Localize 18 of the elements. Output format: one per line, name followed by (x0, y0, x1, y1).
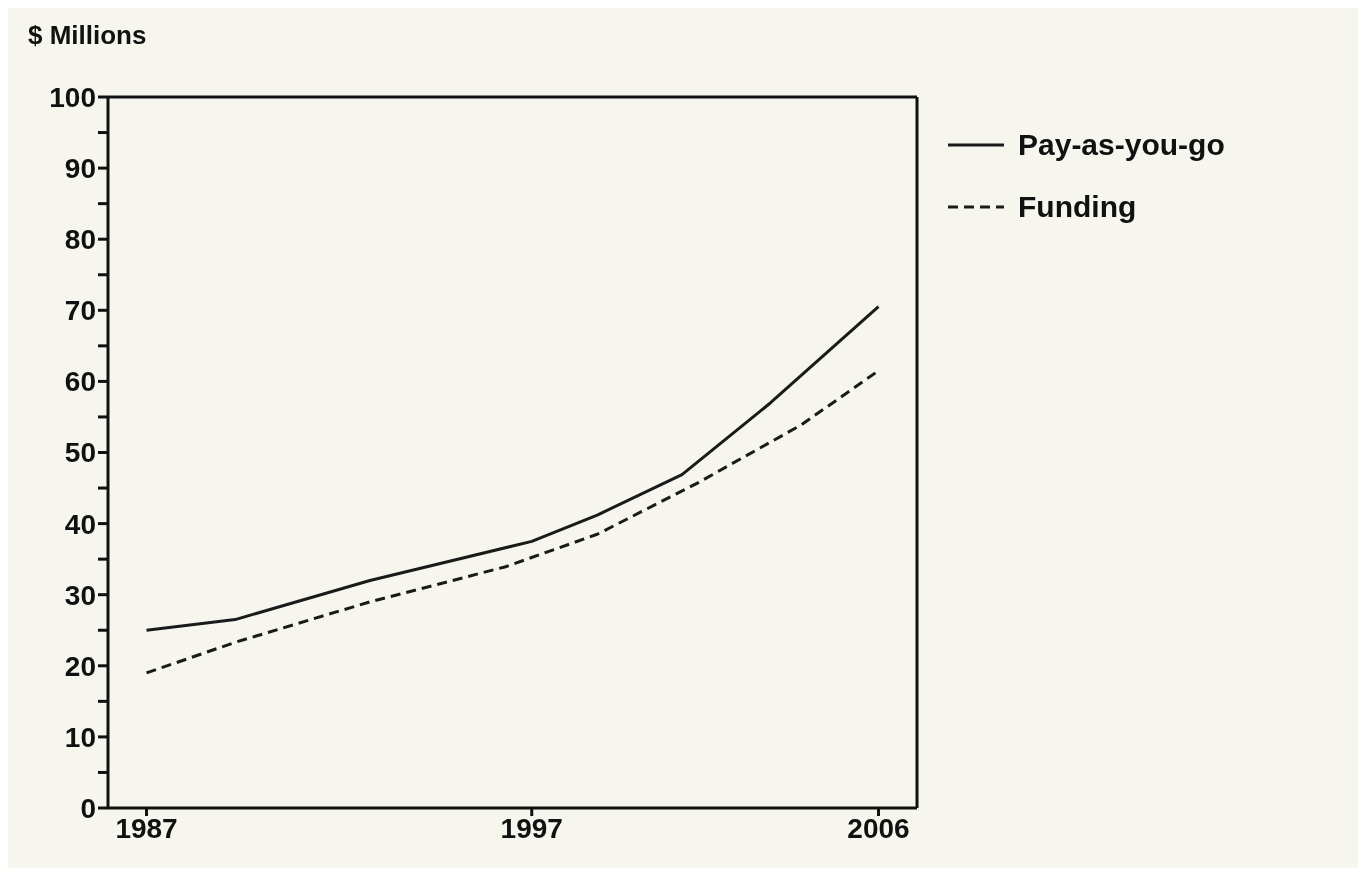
y-tick-label: 100 (49, 81, 96, 113)
y-tick-label: 10 (64, 721, 96, 753)
y-tick-label: 60 (64, 366, 96, 398)
legend-label: Funding (1018, 190, 1137, 224)
y-tick-label: 70 (64, 295, 96, 327)
line-series (145, 305, 880, 632)
y-tick-label: 0 (80, 792, 96, 824)
x-tick-label: 1997 (500, 812, 563, 844)
x-tick-label: 1987 (115, 812, 178, 844)
x-tick-label: 2006 (847, 812, 910, 844)
y-tick-label: 40 (64, 508, 96, 540)
y-tick-label: 50 (64, 437, 96, 469)
y-tick-label: 80 (64, 224, 96, 256)
y-axis-title: $ Millions (28, 20, 147, 51)
legend-label: Pay-as-you-go (1018, 128, 1225, 162)
y-tick-label: 90 (64, 153, 96, 185)
y-tick-label: 20 (64, 650, 96, 682)
y-tick-label: 30 (64, 579, 96, 611)
